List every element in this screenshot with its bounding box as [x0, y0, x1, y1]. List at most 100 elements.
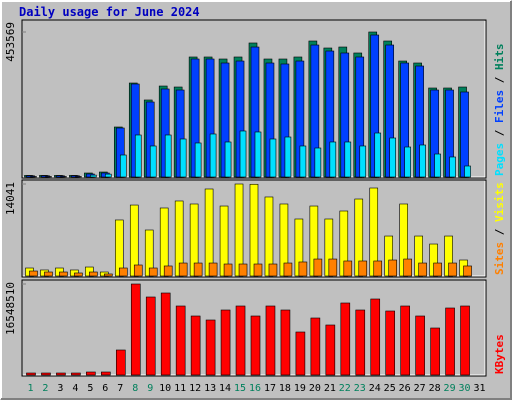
bar [44, 271, 53, 277]
legend-separator: / [493, 70, 506, 90]
bar [59, 271, 68, 277]
bar [433, 262, 442, 277]
legend-separator: / [493, 222, 506, 242]
bar [340, 302, 351, 376]
bar [253, 263, 263, 277]
x-tick-label: 31 [473, 383, 485, 394]
bar [208, 262, 218, 277]
bar [224, 141, 232, 178]
x-tick-label: 30 [459, 383, 471, 394]
x-tick-label: 20 [309, 383, 321, 394]
bar [269, 138, 277, 178]
x-tick-label: 10 [159, 383, 171, 394]
bar [434, 153, 441, 178]
bar [313, 258, 323, 277]
bar [329, 141, 337, 178]
bar [373, 260, 383, 277]
bar [104, 273, 113, 277]
bar [299, 145, 307, 178]
legend-separator: / [493, 123, 506, 143]
bar [358, 260, 368, 277]
y-tick-label: 14041 [4, 182, 17, 215]
x-tick-label: 18 [279, 383, 291, 394]
y-tick-label: 453569 [4, 22, 17, 62]
bar [404, 146, 411, 178]
bar [460, 91, 469, 178]
bar [86, 371, 96, 376]
x-tick-label: 2 [42, 383, 48, 394]
x-tick-label: 26 [399, 383, 411, 394]
x-tick-label: 19 [294, 383, 306, 394]
bar [265, 305, 276, 376]
bar [130, 283, 141, 376]
x-tick-label: 14 [219, 383, 231, 394]
bar [239, 130, 247, 178]
bar [164, 134, 172, 178]
bar [314, 147, 322, 178]
legend: KBytes [493, 334, 506, 374]
x-tick-label: 24 [369, 383, 381, 394]
bar [205, 319, 216, 376]
bar [268, 263, 278, 277]
x-tick-label: 16 [249, 383, 261, 394]
bar [344, 141, 352, 178]
bar [90, 174, 97, 178]
x-tick-label: 25 [384, 383, 396, 394]
bar [105, 173, 112, 178]
bar [370, 298, 381, 376]
x-tick-label: 8 [132, 383, 138, 394]
legend-entry: KBytes [493, 334, 506, 374]
x-tick-label: 11 [174, 383, 186, 394]
bar [254, 131, 262, 178]
chart-title: Daily usage for June 2024 [19, 5, 200, 19]
bar [89, 271, 98, 277]
x-tick-label: 4 [72, 383, 78, 394]
bar [134, 134, 142, 178]
bar [145, 296, 156, 376]
legend-entry: Hits [493, 44, 506, 71]
bar [163, 265, 173, 277]
x-tick-label: 1 [27, 383, 33, 394]
bar [280, 309, 291, 376]
legend: Pages / Files / Hits [493, 44, 506, 177]
bar [190, 315, 201, 376]
bar [403, 258, 412, 277]
bar [223, 263, 233, 277]
bar [114, 219, 124, 277]
legend-entry: Pages [493, 143, 506, 176]
legend-entry: Sites [493, 242, 506, 275]
x-tick-label: 9 [147, 383, 153, 394]
bar [119, 154, 127, 178]
bar [449, 156, 456, 178]
bar [29, 270, 38, 277]
x-tick-label: 22 [339, 383, 351, 394]
bar [374, 132, 382, 178]
bar [194, 142, 202, 178]
bar [41, 372, 51, 376]
x-tick-label: 12 [189, 383, 201, 394]
bar [448, 262, 457, 277]
bar [220, 309, 231, 376]
bar [160, 292, 171, 376]
x-tick-label: 7 [117, 383, 123, 394]
x-tick-label: 28 [429, 383, 441, 394]
bar [419, 144, 426, 178]
bar [359, 145, 367, 178]
bar [389, 137, 397, 178]
bar [74, 272, 83, 277]
bar [193, 262, 203, 277]
x-tick-label: 6 [102, 383, 108, 394]
bar [238, 263, 248, 277]
bar [118, 267, 128, 277]
bar [355, 309, 366, 376]
legend-entry: Visits [493, 182, 506, 222]
bar [115, 349, 126, 376]
bar [175, 305, 186, 376]
bar [343, 260, 353, 277]
x-tick-label: 5 [87, 383, 93, 394]
bar [430, 327, 440, 376]
bar [295, 331, 306, 376]
